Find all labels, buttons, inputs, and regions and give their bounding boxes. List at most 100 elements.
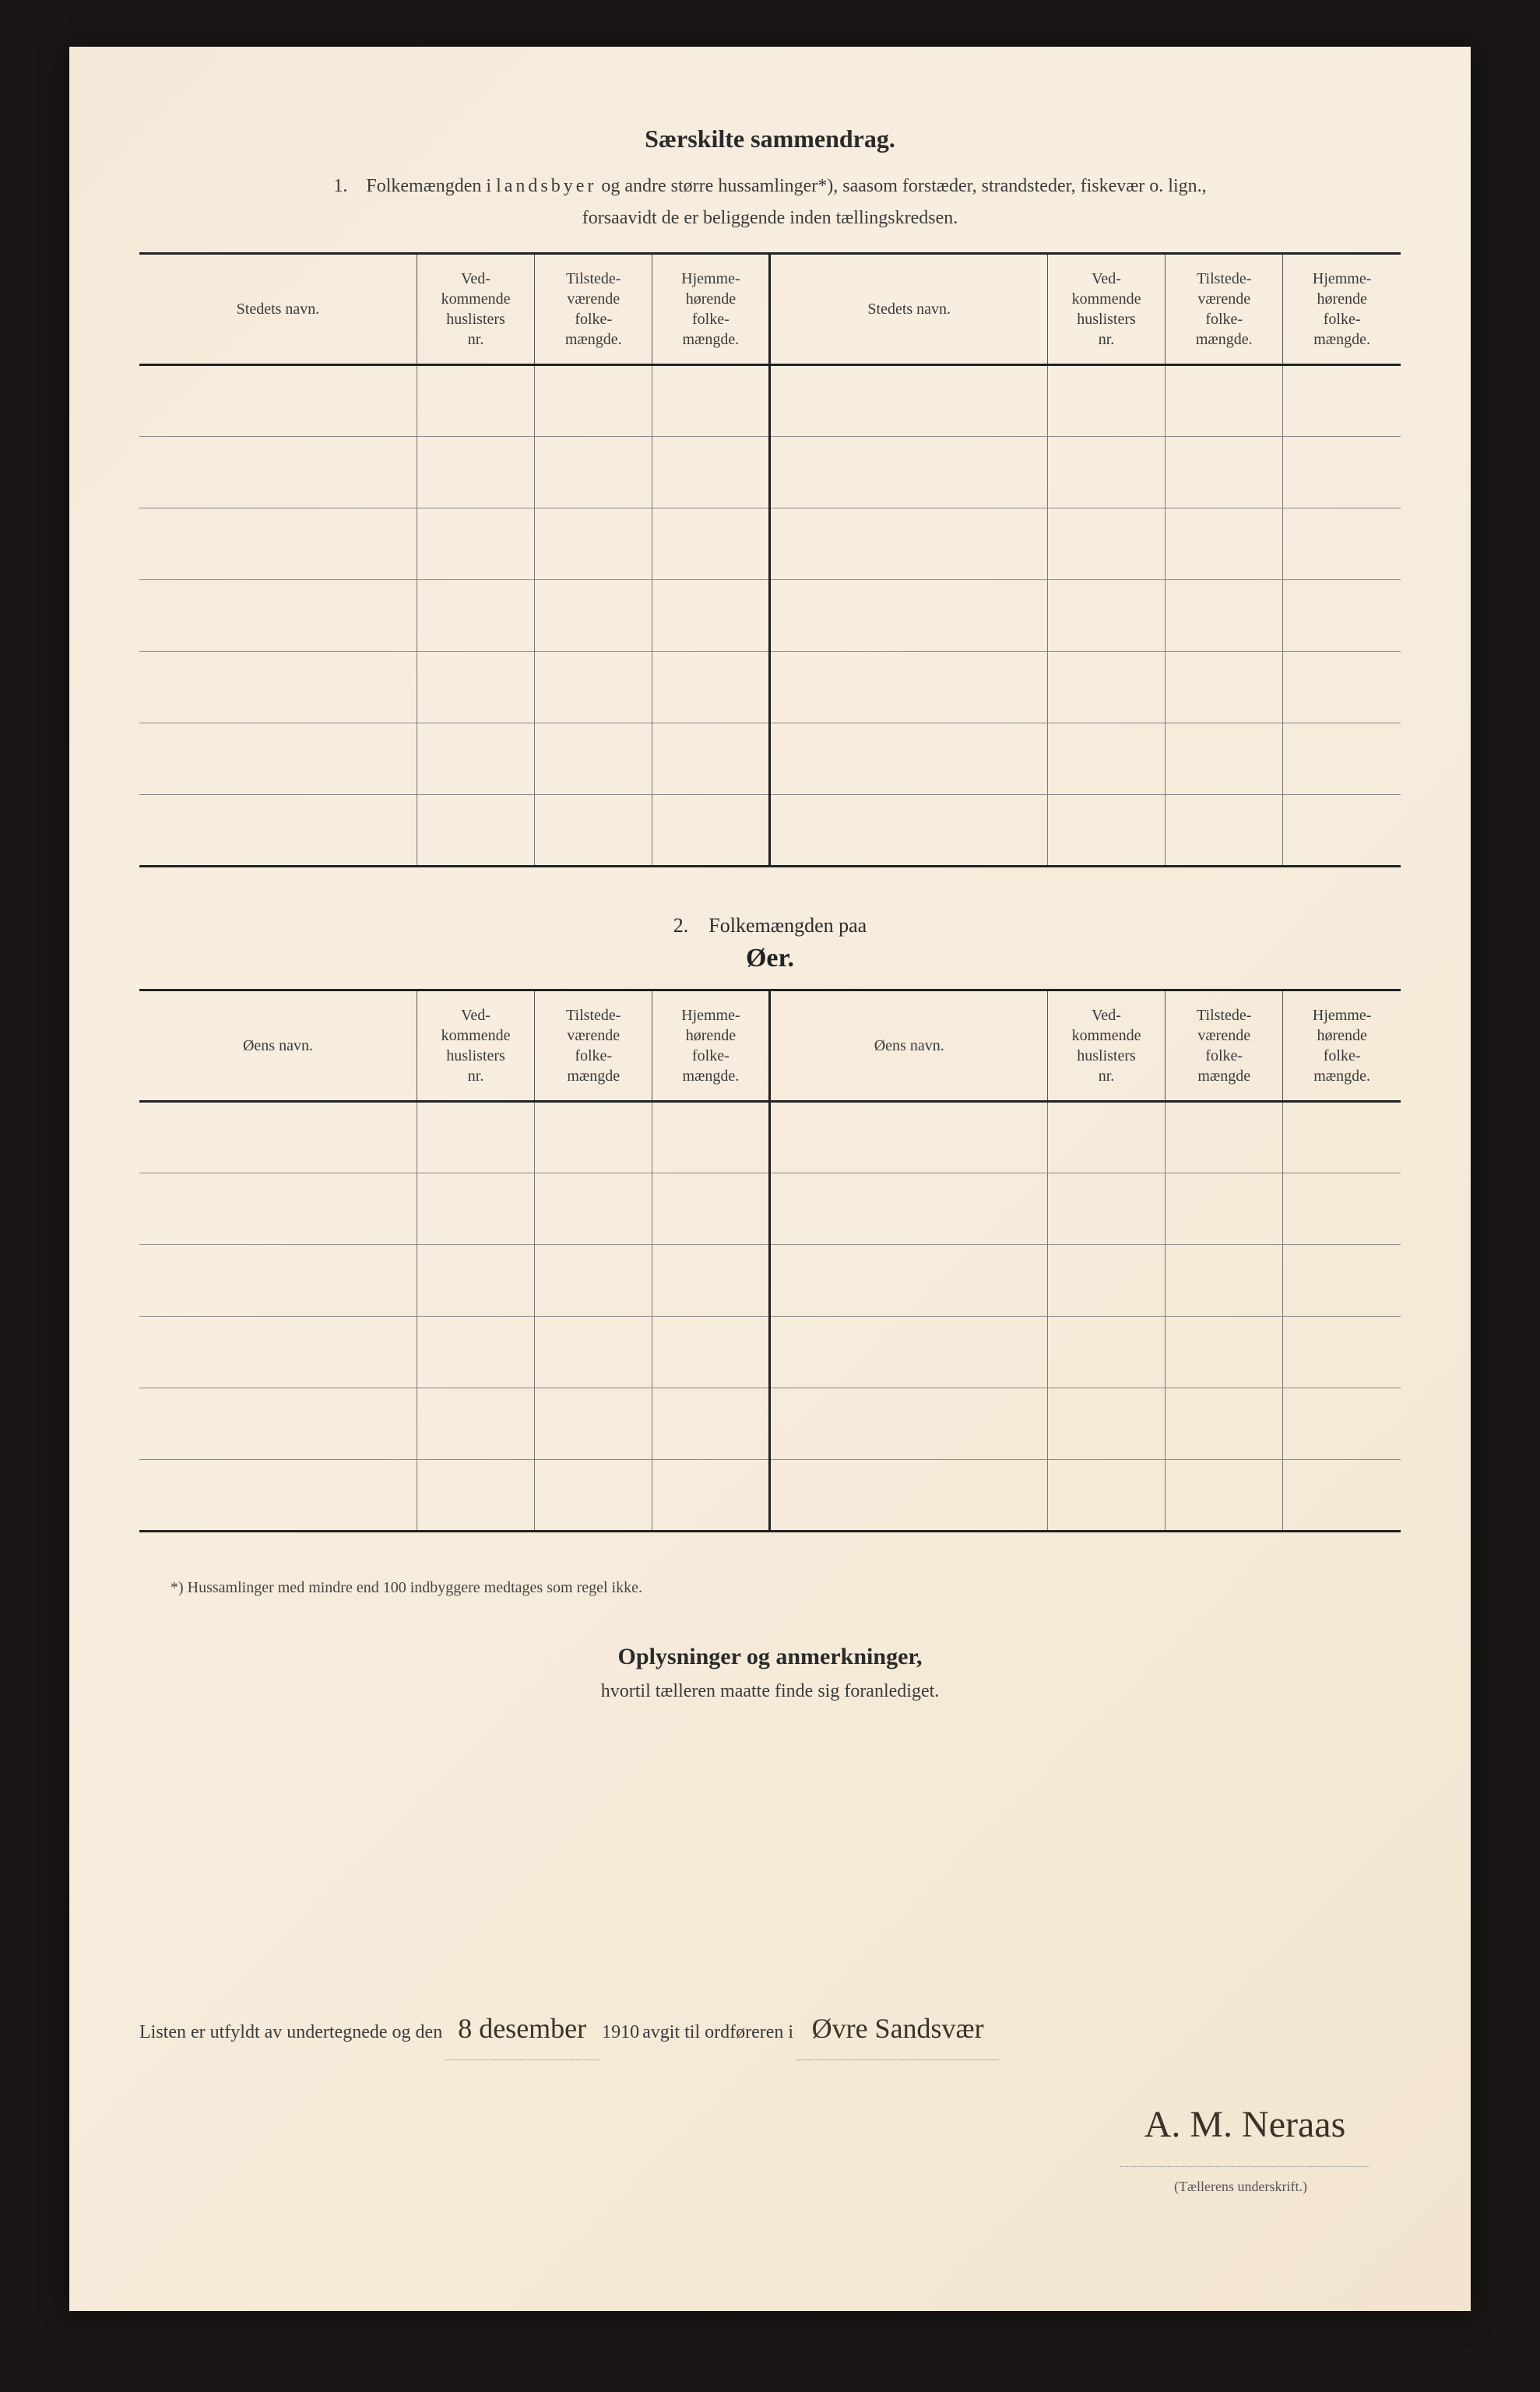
table-cell (417, 1245, 534, 1317)
table-cell (139, 1388, 417, 1460)
table-cell (1047, 508, 1165, 580)
table-cell (1166, 1460, 1283, 1532)
section1-intro-num: 1. (333, 176, 347, 196)
th-huslisters-l2: Ved- kommende huslisters nr. (417, 990, 534, 1102)
table-cell (1166, 723, 1283, 795)
table-cell (1047, 365, 1165, 437)
table-cell (139, 1102, 417, 1173)
th-tilstede-r: Tilstede- værende folke- mængde. (1166, 254, 1283, 365)
th-stedets-navn-l: Stedets navn. (139, 254, 417, 365)
table-cell (1283, 365, 1401, 437)
table-cell (1166, 1317, 1283, 1388)
table-row (139, 365, 1401, 437)
th-tilstede-l: Tilstede- værende folke- mængde. (535, 254, 652, 365)
table-cell (139, 1460, 417, 1532)
table-cell (1166, 1173, 1283, 1245)
table-cell (417, 508, 534, 580)
table-row (139, 1388, 1401, 1460)
table-oer: Øens navn. Ved- kommende huslisters nr. … (139, 989, 1401, 1532)
th-tilstede-r2: Tilstede- værende folke- mængde (1166, 990, 1283, 1102)
table-cell (1283, 508, 1401, 580)
sig-place-handwritten: Øvre Sandsvær (796, 1998, 999, 2060)
table-row (139, 508, 1401, 580)
table-cell (535, 723, 652, 795)
table-cell (652, 1317, 770, 1388)
table-cell (1283, 1388, 1401, 1460)
table-cell (770, 1388, 1047, 1460)
section2-intro: 2. Folkemængden paa (139, 914, 1401, 937)
th-stedets-navn-r: Stedets navn. (770, 254, 1047, 365)
table-row (139, 723, 1401, 795)
table-cell (535, 1102, 652, 1173)
th-oens-navn-l: Øens navn. (139, 990, 417, 1102)
table-cell (535, 580, 652, 652)
table-cell (1166, 1245, 1283, 1317)
table-row (139, 1317, 1401, 1388)
table-cell (535, 437, 652, 508)
table-cell (139, 437, 417, 508)
section2-intro-text: Folkemængden paa (708, 914, 867, 937)
table-cell (535, 365, 652, 437)
table-cell (652, 580, 770, 652)
table-cell (1166, 1388, 1283, 1460)
table-row (139, 1245, 1401, 1317)
table-row (139, 580, 1401, 652)
table-cell (1047, 1460, 1165, 1532)
table-cell (1166, 795, 1283, 867)
table-cell (417, 1460, 534, 1532)
table-cell (1283, 1245, 1401, 1317)
table-cell (770, 652, 1047, 723)
table-cell (770, 1245, 1047, 1317)
table-cell (1283, 1102, 1401, 1173)
table-row (139, 1460, 1401, 1532)
table-cell (770, 795, 1047, 867)
census-form-page: Særskilte sammendrag. 1. Folkemængden i … (69, 47, 1471, 2311)
table-cell (535, 1388, 652, 1460)
table-cell (139, 1173, 417, 1245)
table-cell (652, 1460, 770, 1532)
table-cell (535, 795, 652, 867)
table-cell (139, 508, 417, 580)
table-cell (770, 1102, 1047, 1173)
section1-intro-b: og andre større hussamlinger*), saasom f… (601, 176, 1206, 196)
table-cell (652, 1102, 770, 1173)
table-cell (652, 365, 770, 437)
table-cell (1166, 1102, 1283, 1173)
table-cell (652, 508, 770, 580)
table-cell (535, 652, 652, 723)
table-cell (1283, 652, 1401, 723)
table-cell (417, 1317, 534, 1388)
table-cell (1047, 1102, 1165, 1173)
table-cell (1166, 652, 1283, 723)
table-cell (652, 437, 770, 508)
table-cell (417, 1102, 534, 1173)
th-hjemme-l2: Hjemme- hørende folke- mængde. (652, 990, 770, 1102)
sig-caption: (Tællerens underskrift.) (139, 2172, 1401, 2203)
table-cell (417, 652, 534, 723)
table-cell (1283, 1173, 1401, 1245)
sig-prefix: Listen er utfyldt av undertegnede og den (139, 2012, 442, 2053)
table-cell (535, 1245, 652, 1317)
table-row (139, 1173, 1401, 1245)
signature-name-wrap: A. M. Neraas (139, 2084, 1401, 2167)
table-cell (417, 437, 534, 508)
table-cell (1047, 1317, 1165, 1388)
table-cell (1283, 795, 1401, 867)
table-cell (770, 580, 1047, 652)
table-cell (535, 508, 652, 580)
table-cell (139, 1317, 417, 1388)
table-header-row: Stedets navn. Ved- kommende huslisters n… (139, 254, 1401, 365)
table-cell (139, 652, 417, 723)
section1-title: Særskilte sammendrag. (139, 125, 1401, 153)
table-row (139, 1102, 1401, 1173)
table-cell (652, 795, 770, 867)
table-cell (417, 580, 534, 652)
th-hjemme-r: Hjemme- hørende folke- mængde. (1283, 254, 1401, 365)
table-cell (1047, 1388, 1165, 1460)
table-cell (139, 723, 417, 795)
table2-body (139, 1102, 1401, 1532)
table-cell (417, 723, 534, 795)
section1-intro-line1: 1. Folkemængden i landsbyer og andre stø… (139, 172, 1401, 200)
table-cell (1166, 437, 1283, 508)
signature-line: Listen er utfyldt av undertegnede og den… (139, 1998, 1401, 2060)
